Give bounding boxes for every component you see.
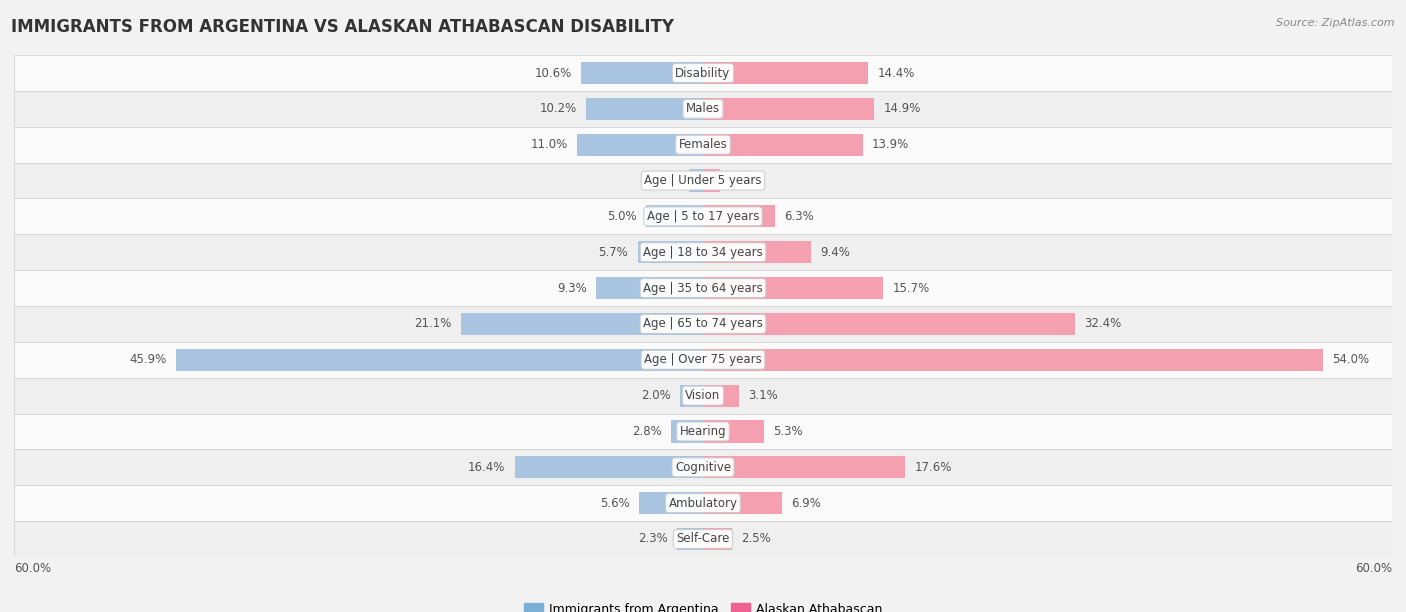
Bar (689, 170, 703, 192)
Text: 32.4%: 32.4% (1084, 318, 1122, 330)
Text: 5.7%: 5.7% (599, 246, 628, 259)
Text: Hearing: Hearing (679, 425, 727, 438)
Bar (14, 485, 1392, 521)
Text: 1.2%: 1.2% (650, 174, 681, 187)
Bar (703, 456, 905, 479)
Text: Cognitive: Cognitive (675, 461, 731, 474)
Bar (14, 198, 1392, 234)
Bar (14, 521, 1392, 557)
Text: IMMIGRANTS FROM ARGENTINA VS ALASKAN ATHABASCAN DISABILITY: IMMIGRANTS FROM ARGENTINA VS ALASKAN ATH… (11, 18, 675, 36)
Bar (14, 306, 1392, 342)
Text: 5.6%: 5.6% (600, 497, 630, 510)
Bar (681, 384, 703, 407)
Bar (596, 277, 703, 299)
Bar (703, 528, 731, 550)
Text: Age | 65 to 74 years: Age | 65 to 74 years (643, 318, 763, 330)
Text: 21.1%: 21.1% (415, 318, 451, 330)
Text: 15.7%: 15.7% (893, 282, 929, 294)
Text: 60.0%: 60.0% (1355, 562, 1392, 575)
Text: Age | 18 to 34 years: Age | 18 to 34 years (643, 246, 763, 259)
Text: 10.2%: 10.2% (540, 102, 576, 115)
Bar (14, 414, 1392, 449)
Legend: Immigrants from Argentina, Alaskan Athabascan: Immigrants from Argentina, Alaskan Athab… (519, 598, 887, 612)
Text: Source: ZipAtlas.com: Source: ZipAtlas.com (1277, 18, 1395, 28)
Bar (515, 456, 703, 479)
Bar (703, 492, 782, 514)
Bar (703, 133, 863, 156)
Text: 17.6%: 17.6% (914, 461, 952, 474)
Bar (14, 127, 1392, 163)
Bar (14, 270, 1392, 306)
Text: 6.3%: 6.3% (785, 210, 814, 223)
Text: 14.4%: 14.4% (877, 67, 915, 80)
Text: 2.8%: 2.8% (631, 425, 662, 438)
Text: Ambulatory: Ambulatory (668, 497, 738, 510)
Text: 1.5%: 1.5% (730, 174, 759, 187)
Bar (576, 133, 703, 156)
Text: 6.9%: 6.9% (792, 497, 821, 510)
Bar (637, 241, 703, 263)
Bar (703, 62, 869, 84)
Text: Disability: Disability (675, 67, 731, 80)
Text: Males: Males (686, 102, 720, 115)
Bar (703, 313, 1076, 335)
Bar (703, 349, 1323, 371)
Text: 11.0%: 11.0% (530, 138, 568, 151)
Bar (461, 313, 703, 335)
Bar (703, 170, 720, 192)
Bar (638, 492, 703, 514)
Bar (14, 163, 1392, 198)
Text: 60.0%: 60.0% (14, 562, 51, 575)
Bar (14, 449, 1392, 485)
Text: Self-Care: Self-Care (676, 532, 730, 545)
Bar (14, 378, 1392, 414)
Text: 13.9%: 13.9% (872, 138, 910, 151)
Bar (703, 420, 763, 442)
Bar (14, 55, 1392, 91)
Text: 5.0%: 5.0% (607, 210, 637, 223)
Text: 45.9%: 45.9% (129, 353, 167, 366)
Text: Age | Under 5 years: Age | Under 5 years (644, 174, 762, 187)
Bar (703, 241, 811, 263)
Text: 16.4%: 16.4% (468, 461, 506, 474)
Bar (645, 205, 703, 228)
Text: Age | Over 75 years: Age | Over 75 years (644, 353, 762, 366)
Text: 10.6%: 10.6% (534, 67, 572, 80)
Text: 3.1%: 3.1% (748, 389, 778, 402)
Text: Females: Females (679, 138, 727, 151)
Text: 2.0%: 2.0% (641, 389, 671, 402)
Bar (14, 342, 1392, 378)
Bar (703, 205, 775, 228)
Text: 2.3%: 2.3% (638, 532, 668, 545)
Bar (14, 234, 1392, 270)
Bar (581, 62, 703, 84)
Bar (14, 91, 1392, 127)
Text: Age | 35 to 64 years: Age | 35 to 64 years (643, 282, 763, 294)
Text: Age | 5 to 17 years: Age | 5 to 17 years (647, 210, 759, 223)
Text: 5.3%: 5.3% (773, 425, 803, 438)
Text: 14.9%: 14.9% (883, 102, 921, 115)
Bar (703, 384, 738, 407)
Bar (586, 98, 703, 120)
Text: 54.0%: 54.0% (1333, 353, 1369, 366)
Bar (676, 528, 703, 550)
Bar (671, 420, 703, 442)
Text: 9.4%: 9.4% (820, 246, 851, 259)
Bar (176, 349, 703, 371)
Text: Vision: Vision (685, 389, 721, 402)
Text: 9.3%: 9.3% (557, 282, 588, 294)
Bar (703, 277, 883, 299)
Text: 2.5%: 2.5% (741, 532, 770, 545)
Bar (703, 98, 875, 120)
